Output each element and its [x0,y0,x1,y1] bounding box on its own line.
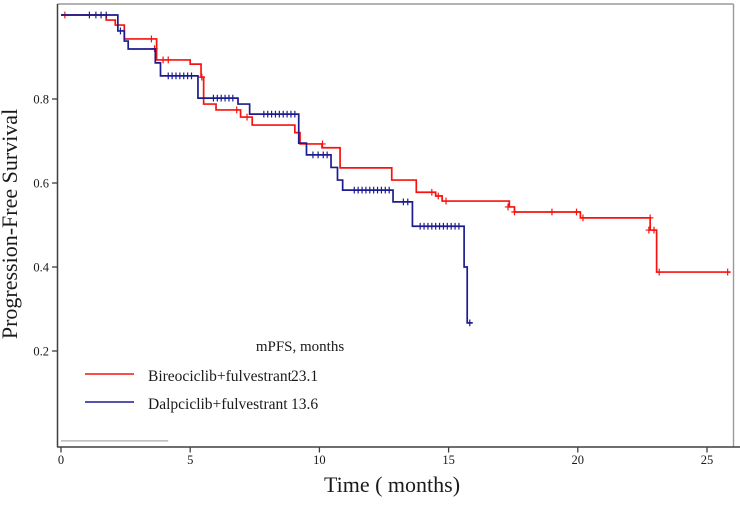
x-tick-label: 0 [58,453,64,467]
legend-label-dalpciclib: Dalpciclib+fulvestrant [148,396,288,413]
x-tick-label: 10 [313,453,326,467]
legend-value-bireociclib: 23.1 [291,368,318,385]
y-tick-label: 0.8 [33,92,49,106]
x-axis-title: Time ( months) [324,472,460,497]
legend-value-dalpciclib: 13.6 [291,396,318,413]
legend-label-bireociclib: Bireociclib+fulvestrant [148,368,293,385]
x-tick-label: 5 [187,453,193,467]
axes: 0 5 10 15 20 25 0.2 0.4 0.6 0.8 [33,92,713,467]
legend-header: mPFS, months [256,339,345,355]
legend: mPFS, months Bireociclib+fulvestrant 23.… [85,339,344,413]
y-axis-title: Progression-Free Survival [0,109,22,339]
y-tick-label: 0.2 [33,344,49,358]
y-tick-label: 0.4 [33,260,49,274]
censor-marks-bireociclib [62,12,731,276]
censor-marks-dalpciclib [86,12,473,327]
x-tick-label: 25 [701,453,714,467]
y-tick-label: 0.6 [33,176,49,190]
survival-curves [61,12,731,327]
x-tick-label: 20 [572,453,585,467]
x-tick-label: 15 [442,453,455,467]
survival-curve-bireociclib [61,15,730,272]
survival-curve-dalpciclib [61,15,472,323]
